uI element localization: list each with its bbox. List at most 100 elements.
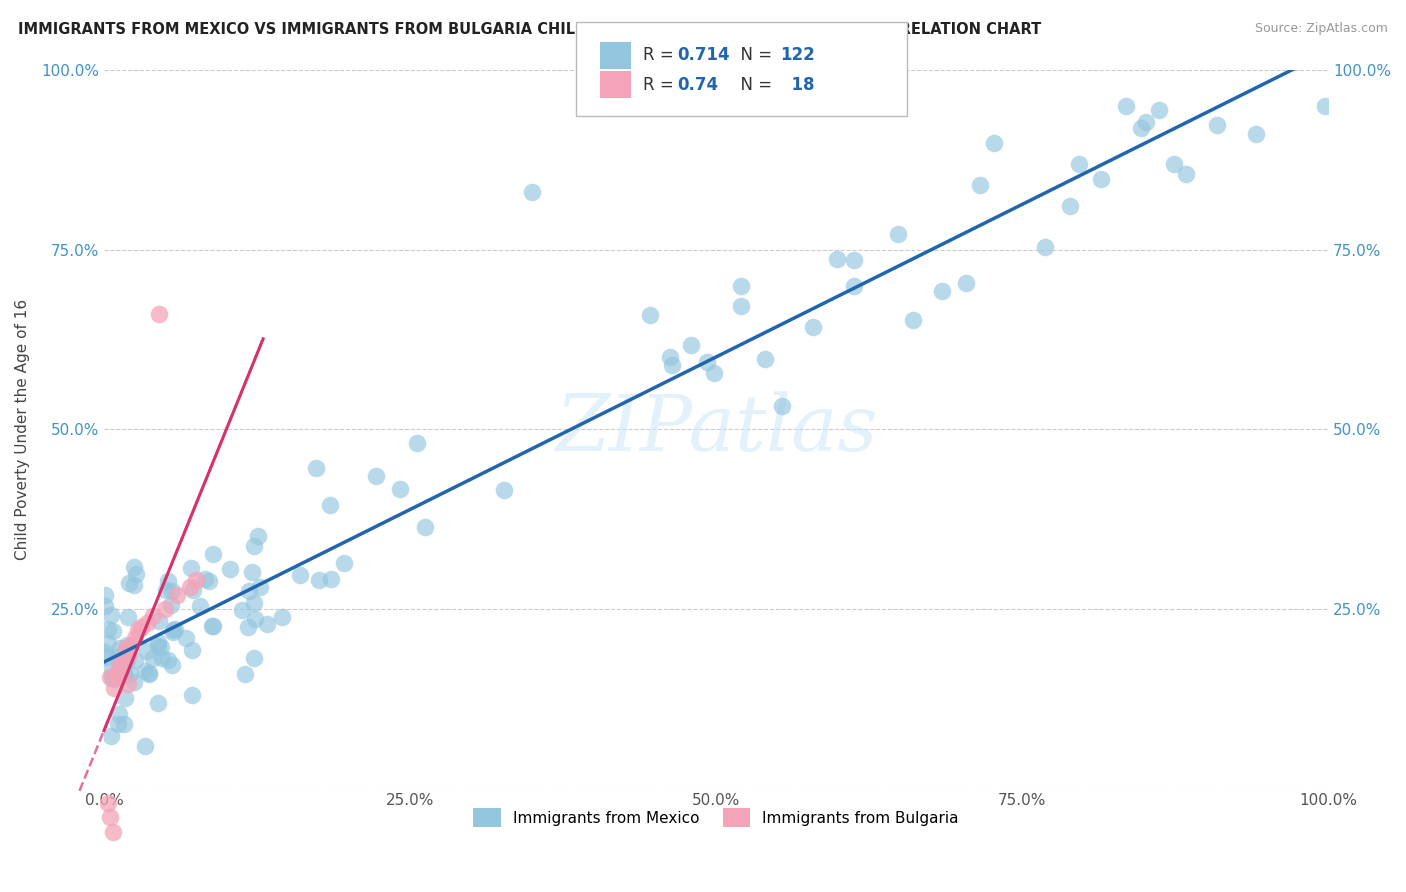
- Point: [1059, 199, 1081, 213]
- Point: [112, 653, 135, 667]
- Point: [115, 653, 138, 667]
- Point: [160, 598, 183, 612]
- Point: [112, 666, 135, 681]
- Point: [150, 651, 173, 665]
- Point: [105, 666, 128, 681]
- Point: [702, 367, 724, 381]
- Point: [156, 653, 179, 667]
- Point: [681, 338, 703, 352]
- Point: [165, 622, 187, 636]
- Point: [194, 572, 217, 586]
- Point: [983, 136, 1005, 150]
- Point: [305, 461, 328, 475]
- Point: [114, 690, 136, 705]
- Point: [156, 574, 179, 588]
- Point: [118, 575, 141, 590]
- Point: [94, 588, 117, 602]
- Point: [661, 358, 683, 372]
- Point: [188, 599, 211, 614]
- Point: [148, 614, 170, 628]
- Point: [235, 667, 257, 681]
- Point: [288, 567, 311, 582]
- Point: [180, 689, 202, 703]
- Point: [146, 696, 169, 710]
- Point: [117, 677, 139, 691]
- Point: [160, 584, 183, 599]
- Point: [115, 641, 138, 656]
- Point: [256, 616, 278, 631]
- Point: [100, 729, 122, 743]
- Point: [197, 574, 219, 588]
- Point: [413, 520, 436, 534]
- Point: [243, 651, 266, 665]
- Point: [98, 810, 121, 824]
- Point: [1035, 240, 1057, 254]
- Point: [125, 566, 148, 581]
- Point: [112, 667, 135, 681]
- Point: [136, 644, 159, 658]
- Point: [142, 651, 165, 665]
- Point: [696, 354, 718, 368]
- Text: 18: 18: [780, 76, 815, 94]
- Point: [1147, 103, 1170, 118]
- Point: [249, 580, 271, 594]
- Point: [231, 603, 253, 617]
- Point: [107, 717, 129, 731]
- Point: [122, 560, 145, 574]
- Point: [1115, 99, 1137, 113]
- Point: [138, 667, 160, 681]
- Text: R =: R =: [643, 76, 679, 94]
- Text: Source: ZipAtlas.com: Source: ZipAtlas.com: [1254, 22, 1388, 36]
- Point: [801, 319, 824, 334]
- Point: [901, 312, 924, 326]
- Point: [180, 561, 202, 575]
- Point: [107, 659, 129, 673]
- Point: [844, 252, 866, 267]
- Point: [319, 498, 342, 512]
- Point: [112, 716, 135, 731]
- Point: [138, 666, 160, 681]
- Legend: Immigrants from Mexico, Immigrants from Bulgaria: Immigrants from Mexico, Immigrants from …: [465, 801, 966, 835]
- Point: [1205, 118, 1227, 132]
- Point: [522, 185, 544, 199]
- Point: [887, 227, 910, 242]
- Point: [97, 636, 120, 650]
- Point: [120, 638, 142, 652]
- Point: [730, 278, 752, 293]
- Point: [271, 610, 294, 624]
- Point: [94, 599, 117, 613]
- Point: [236, 620, 259, 634]
- Point: [174, 631, 197, 645]
- Point: [127, 624, 149, 638]
- Point: [97, 664, 120, 678]
- Text: 0.714: 0.714: [678, 46, 730, 64]
- Point: [247, 529, 270, 543]
- Point: [111, 656, 134, 670]
- Text: 0.74: 0.74: [678, 76, 718, 94]
- Point: [308, 573, 330, 587]
- Point: [103, 681, 125, 695]
- Point: [155, 583, 177, 598]
- Point: [100, 607, 122, 622]
- Point: [1090, 172, 1112, 186]
- Point: [388, 482, 411, 496]
- Point: [658, 350, 681, 364]
- Point: [115, 638, 138, 652]
- Point: [134, 739, 156, 753]
- Point: [148, 307, 170, 321]
- Point: [243, 612, 266, 626]
- Point: [184, 573, 207, 587]
- Point: [844, 279, 866, 293]
- Point: [202, 547, 225, 561]
- Text: R =: R =: [643, 46, 679, 64]
- Point: [135, 616, 157, 631]
- Point: [134, 664, 156, 678]
- Point: [122, 674, 145, 689]
- Point: [101, 824, 124, 838]
- Point: [146, 634, 169, 648]
- Point: [181, 583, 204, 598]
- Point: [242, 596, 264, 610]
- Point: [1163, 157, 1185, 171]
- Point: [240, 565, 263, 579]
- Point: [101, 670, 124, 684]
